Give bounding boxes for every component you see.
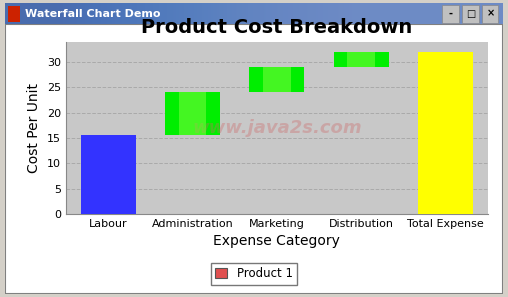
Bar <box>418 52 473 214</box>
Text: ×: × <box>487 9 494 19</box>
Title: Product Cost Breakdown: Product Cost Breakdown <box>141 18 412 37</box>
Bar <box>334 52 389 67</box>
Text: □: □ <box>466 9 475 19</box>
Bar <box>179 92 206 135</box>
Bar <box>81 135 136 214</box>
Bar <box>441 5 459 23</box>
Bar <box>263 67 291 92</box>
Y-axis label: Cost Per Unit: Cost Per Unit <box>27 83 42 173</box>
Bar <box>165 92 220 135</box>
Text: www.java2s.com: www.java2s.com <box>192 119 362 137</box>
Bar <box>482 5 498 23</box>
Text: Waterfall Chart Demo: Waterfall Chart Demo <box>25 9 161 19</box>
Bar <box>249 67 304 92</box>
Bar <box>347 52 375 67</box>
Bar <box>8 6 20 22</box>
Bar <box>462 5 479 23</box>
Legend: Product 1: Product 1 <box>211 263 297 285</box>
Text: -: - <box>449 9 453 19</box>
X-axis label: Expense Category: Expense Category <box>213 234 340 248</box>
